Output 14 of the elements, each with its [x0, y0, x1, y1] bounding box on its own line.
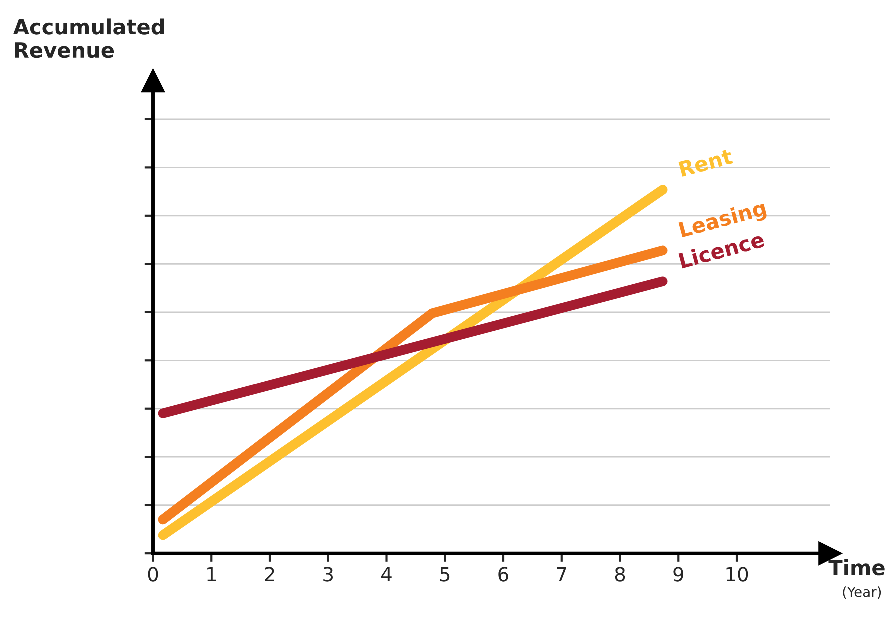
x-tick-label: 9 — [674, 567, 684, 582]
x-tick-label: 1 — [208, 567, 216, 582]
x-axis-title: Time (Year) — [828, 560, 885, 599]
x-tick-label: 7 — [557, 567, 566, 582]
text: Rent — [678, 148, 734, 178]
x-tick-label: 2 — [265, 567, 274, 582]
x-tick-label: 10 — [726, 567, 748, 582]
x-tick-label: 0 — [148, 567, 158, 582]
x-tick-label: 4 — [382, 567, 392, 582]
text: Accumulated Revenue — [13, 18, 164, 58]
x-tick-label: 6 — [498, 567, 508, 582]
x-tick-label: 5 — [440, 567, 450, 582]
x-tick-label: 8 — [615, 567, 626, 582]
x-tick-label: 3 — [324, 567, 334, 582]
